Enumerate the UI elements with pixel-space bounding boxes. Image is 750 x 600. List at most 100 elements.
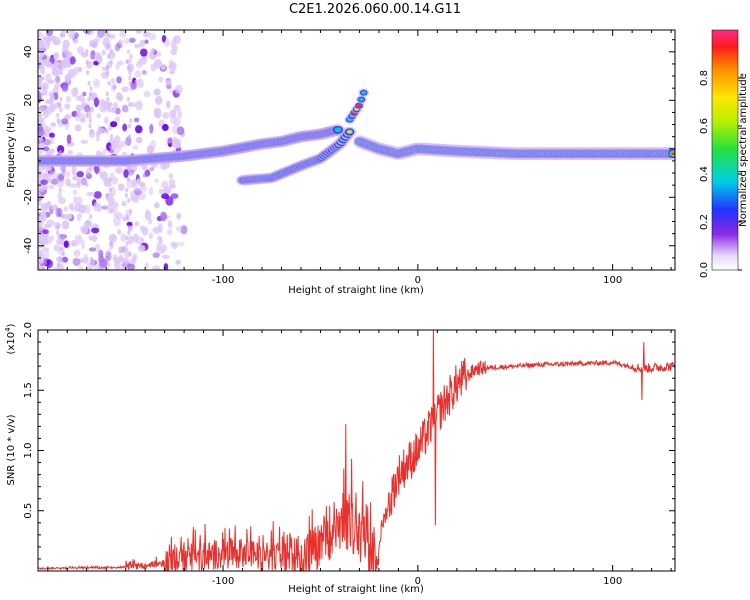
noise-speck <box>154 107 162 115</box>
noise-speck <box>71 87 79 98</box>
noise-speck <box>92 78 101 88</box>
noise-streak <box>87 80 91 86</box>
noise-speck <box>78 104 85 111</box>
noise-speck <box>56 145 65 154</box>
noise-speck <box>49 93 55 103</box>
noise-speck <box>48 185 55 190</box>
noise-speck <box>108 34 116 40</box>
noise-speck <box>123 169 129 178</box>
noise-speck <box>160 64 166 71</box>
noise-speck <box>76 178 82 186</box>
noise-streak <box>59 256 63 262</box>
noise-speck <box>161 123 169 132</box>
colorbar-label: Normalized spectral amplitude <box>738 73 749 227</box>
noise-speck <box>177 110 183 119</box>
noise-streak <box>108 176 112 182</box>
noise-speck <box>91 234 98 242</box>
noise-streak <box>58 150 63 156</box>
noise-streak <box>87 230 91 236</box>
noise-speck <box>74 234 83 245</box>
trace-core <box>334 127 342 133</box>
noise-speck <box>42 82 48 90</box>
noise-streak <box>109 48 114 54</box>
noise-speck <box>76 196 83 205</box>
noise-speck <box>120 245 129 253</box>
noise-speck <box>116 144 124 149</box>
noise-speck <box>79 117 87 123</box>
noise-speck <box>161 180 169 189</box>
noise-speck <box>168 63 175 70</box>
noise-speck <box>38 236 42 241</box>
noise-speck <box>82 91 87 97</box>
noise-speck <box>42 146 50 152</box>
noise-streak <box>89 54 93 60</box>
y-tick-label: 1.0 <box>23 443 34 459</box>
noise-streak <box>109 59 113 65</box>
noise-speck <box>170 39 177 50</box>
noise-speck <box>150 47 156 55</box>
noise-speck <box>136 178 141 185</box>
page-title: C2E1.2026.060.00.14.G11 <box>288 2 462 17</box>
noise-streak <box>129 118 133 124</box>
noise-streak <box>85 182 89 188</box>
noise-speck <box>108 200 114 206</box>
noise-speck <box>86 191 95 197</box>
noise-streak <box>61 251 65 257</box>
noise-speck <box>141 69 147 75</box>
noise-streak <box>105 91 109 97</box>
noise-speck <box>68 203 75 211</box>
noise-streak <box>109 102 113 108</box>
noise-streak <box>56 230 60 236</box>
noise-speck <box>160 243 168 253</box>
noise-speck <box>93 97 100 108</box>
noise-speck <box>118 254 124 261</box>
noise-speck <box>97 30 105 38</box>
noise-speck <box>118 94 124 102</box>
noise-speck <box>168 179 176 185</box>
noise-speck <box>144 39 149 44</box>
noise-streak <box>109 240 113 246</box>
noise-streak <box>127 230 131 236</box>
noise-speck <box>162 254 170 260</box>
noise-speck <box>110 82 117 92</box>
noise-streak <box>125 240 129 246</box>
noise-speck <box>38 265 43 270</box>
noise-streak <box>107 80 111 86</box>
noise-speck <box>40 203 48 213</box>
noise-speck <box>154 178 159 184</box>
noise-speck <box>112 102 118 109</box>
noise-speck <box>81 227 89 234</box>
noise-speck <box>114 116 121 123</box>
noise-speck <box>38 92 43 100</box>
noise-speck <box>141 226 149 236</box>
noise-streak <box>86 171 90 177</box>
colorbar-tick-label: 0.0 <box>699 262 710 278</box>
noise-speck <box>160 211 167 222</box>
noise-speck <box>129 101 137 108</box>
noise-streak <box>85 112 89 118</box>
noise-speck <box>62 39 70 50</box>
noise-speck <box>126 221 133 227</box>
noise-speck <box>114 107 121 115</box>
noise-speck <box>68 30 76 39</box>
noise-speck <box>49 132 55 139</box>
noise-speck <box>157 223 163 234</box>
colorbar-tick-label: 0.6 <box>699 118 710 134</box>
noise-speck <box>107 208 113 214</box>
noise-speck <box>131 254 137 265</box>
noise-speck <box>46 106 53 115</box>
noise-speck <box>122 123 128 132</box>
noise-streak <box>109 144 113 150</box>
noise-speck <box>149 123 154 134</box>
noise-speck <box>176 212 182 220</box>
colorbar-tick-label: 0.8 <box>699 70 710 86</box>
noise-streak <box>129 86 133 92</box>
noise-speck <box>69 183 77 188</box>
noise-streak <box>126 198 131 204</box>
noise-streak <box>86 107 90 113</box>
noise-speck <box>155 50 162 57</box>
noise-speck <box>91 39 98 49</box>
noise-speck <box>38 56 43 65</box>
noise-speck <box>99 171 104 177</box>
